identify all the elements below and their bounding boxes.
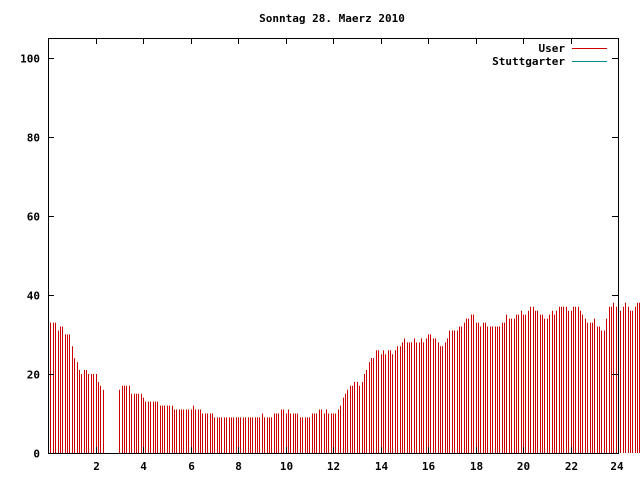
x-tick-label: 6 xyxy=(188,460,195,473)
legend-label-stuttgarter: Stuttgarter xyxy=(492,55,565,68)
x-tick-label: 8 xyxy=(235,460,242,473)
x-tick-label: 14 xyxy=(375,460,389,473)
x-tick-label: 22 xyxy=(565,460,578,473)
bars-group xyxy=(48,302,640,453)
legend-label-user: User xyxy=(539,42,566,55)
y-tick-label: 40 xyxy=(27,290,40,303)
y-tick-label: 20 xyxy=(27,369,40,382)
y-tick-label: 80 xyxy=(27,132,40,145)
legend: User Stuttgarter xyxy=(492,42,607,68)
chart-title: Sonntag 28. Maerz 2010 xyxy=(259,12,405,25)
x-tick-label: 20 xyxy=(517,460,530,473)
x-tick-label: 4 xyxy=(140,460,147,473)
x-tick-label: 16 xyxy=(422,460,436,473)
x-tick-label: 24 xyxy=(610,460,624,473)
x-tick-label: 12 xyxy=(327,460,340,473)
x-tick-label: 10 xyxy=(280,460,293,473)
y-tick-label: 100 xyxy=(20,53,40,66)
x-tick-label: 2 xyxy=(93,460,100,473)
y-tick-label: 0 xyxy=(33,448,40,461)
x-tick-label: 18 xyxy=(470,460,483,473)
y-tick-label: 60 xyxy=(27,211,40,224)
